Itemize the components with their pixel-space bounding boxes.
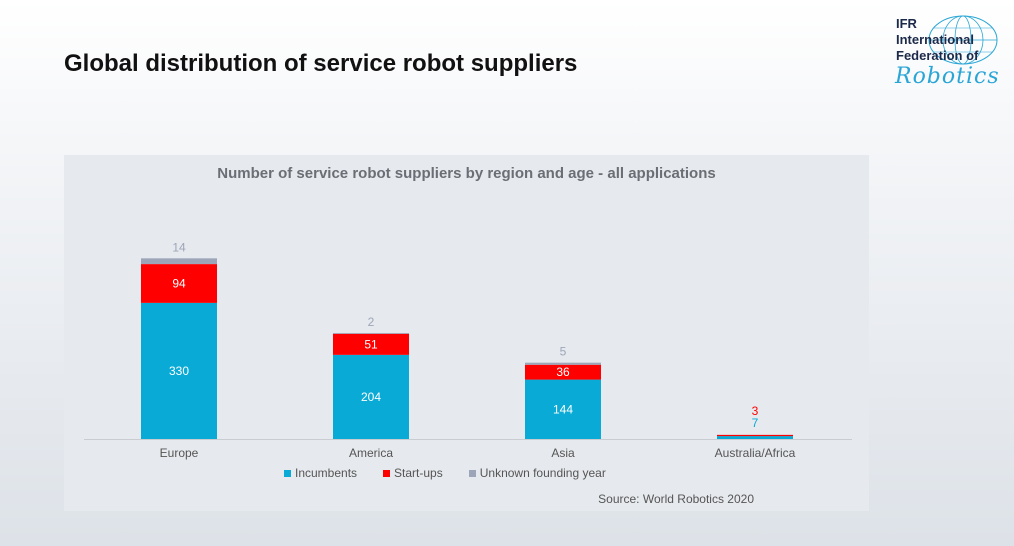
legend-item-incumbents: Incumbents — [284, 466, 357, 480]
bar-europe-incumbents — [141, 302, 217, 439]
bar-europe-unknown-founding-year — [141, 258, 217, 265]
chart-title: Number of service robot suppliers by reg… — [217, 165, 716, 182]
bar-europe-start-ups — [141, 264, 217, 303]
stacked-bar-chart: 330 94 14 Europe 204 51 2 America 144 36 5 Asia 73 Au… — [84, 240, 852, 460]
legend-swatch-incumbents — [284, 469, 291, 477]
bar-asia-start-ups — [525, 364, 601, 380]
category-label-asia: Asia — [551, 446, 575, 460]
data-label-asia-start-ups: 36 — [556, 365, 570, 379]
bar-america-incumbents — [333, 354, 409, 439]
data-label-america-unknown-founding-year: 2 — [368, 315, 375, 329]
legend-label-incumbents: Incumbents — [295, 466, 358, 480]
legend-item-unknown: Unknown founding year — [468, 466, 606, 480]
chart-source: Source: World Robotics 2020 — [598, 492, 754, 506]
data-label-australia-africa-incumbents: 7 — [752, 416, 759, 430]
data-label-europe-unknown-founding-year: 14 — [172, 240, 186, 254]
bar-australia-africa-start-ups — [717, 434, 793, 437]
globe-icon — [928, 15, 998, 65]
data-label-america-start-ups: 51 — [364, 337, 378, 351]
logo-text-ifr: IFR — [896, 16, 917, 31]
data-label-asia-incumbents: 144 — [553, 402, 573, 416]
logo-text-robotics: Robotics — [895, 64, 1000, 89]
category-label-america: America — [349, 446, 393, 460]
data-label-europe-start-ups: 94 — [172, 276, 186, 290]
legend-swatch-startups — [383, 469, 391, 477]
bar-america-unknown-founding-year — [333, 332, 409, 334]
logo-text-federation: Federation of — [896, 48, 979, 63]
category-label-australia-africa: Australia/Africa — [715, 446, 796, 460]
bar-asia-unknown-founding-year — [525, 362, 601, 365]
data-label-europe-incumbents: 330 — [169, 364, 189, 378]
bar-america-start-ups — [333, 333, 409, 355]
legend-swatch-unknown — [468, 469, 476, 477]
data-label-asia-unknown-founding-year: 5 — [560, 345, 567, 359]
bar-asia-incumbents — [525, 379, 601, 439]
logo-text-international: International — [896, 32, 975, 47]
category-label-europe: Europe — [160, 446, 199, 460]
legend-item-startups: Start-ups — [383, 466, 443, 480]
slide-title: Global distribution of service robot sup… — [64, 50, 578, 77]
bar-australia-africa-incumbents — [717, 436, 793, 439]
chart-panel: Number of service robot suppliers by reg… — [64, 155, 869, 511]
ifr-logo: IFR International Federation of Robotics — [893, 14, 1005, 92]
legend-label-startups: Start-ups — [394, 466, 443, 480]
data-label-australia-africa-start-ups: 3 — [752, 404, 759, 418]
legend-label-unknown: Unknown founding year — [479, 466, 606, 480]
chart-legend: Incumbents Start-ups Unknown founding ye… — [284, 466, 606, 480]
data-label-america-incumbents: 204 — [361, 390, 381, 404]
